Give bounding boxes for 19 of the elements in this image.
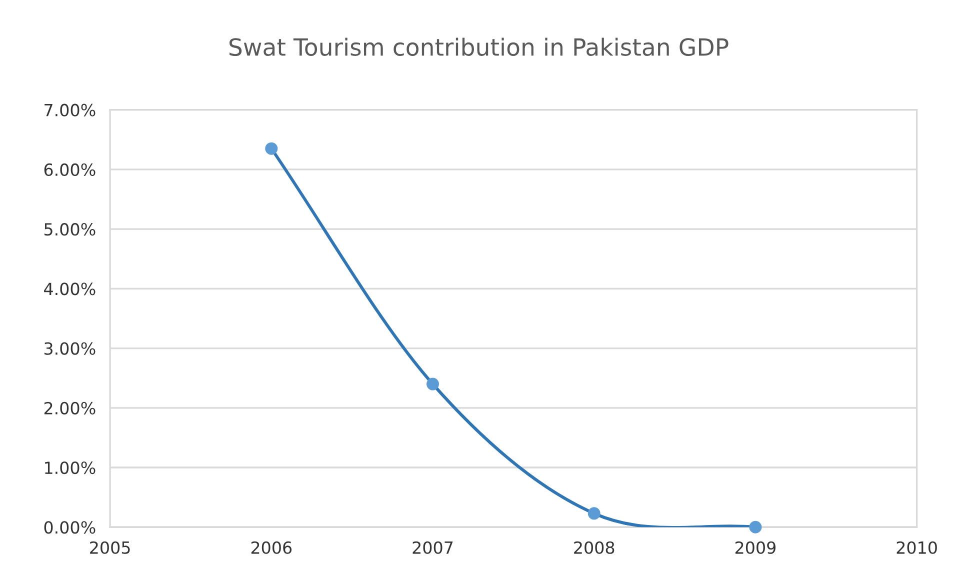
point [749,520,762,534]
point [426,378,440,390]
point [265,142,278,155]
y-tick-label: 2.00% [44,402,96,414]
x-tick-label: 2007 [412,541,453,554]
x-tick-label: 2010 [896,541,937,554]
x-tick-label: 2008 [574,541,614,554]
y-tick-label: 0.00% [44,521,96,534]
y-tick-label: 6.00% [44,163,96,176]
x-tick-label: 2006 [251,541,292,554]
x-tick-label: 2005 [90,541,130,554]
y-tick-label: 4.00% [44,282,96,296]
y-tick-label: 5.00% [44,223,96,236]
y-tick-label: 7.00% [44,104,96,116]
chart-title: Swat Tourism contribution in Pakistan GDP [229,38,728,56]
y-tick-label: 3.00% [44,342,96,355]
x-tick-label: 2009 [735,541,776,554]
y-tick-label: 1.00% [45,461,96,474]
point [588,507,600,520]
